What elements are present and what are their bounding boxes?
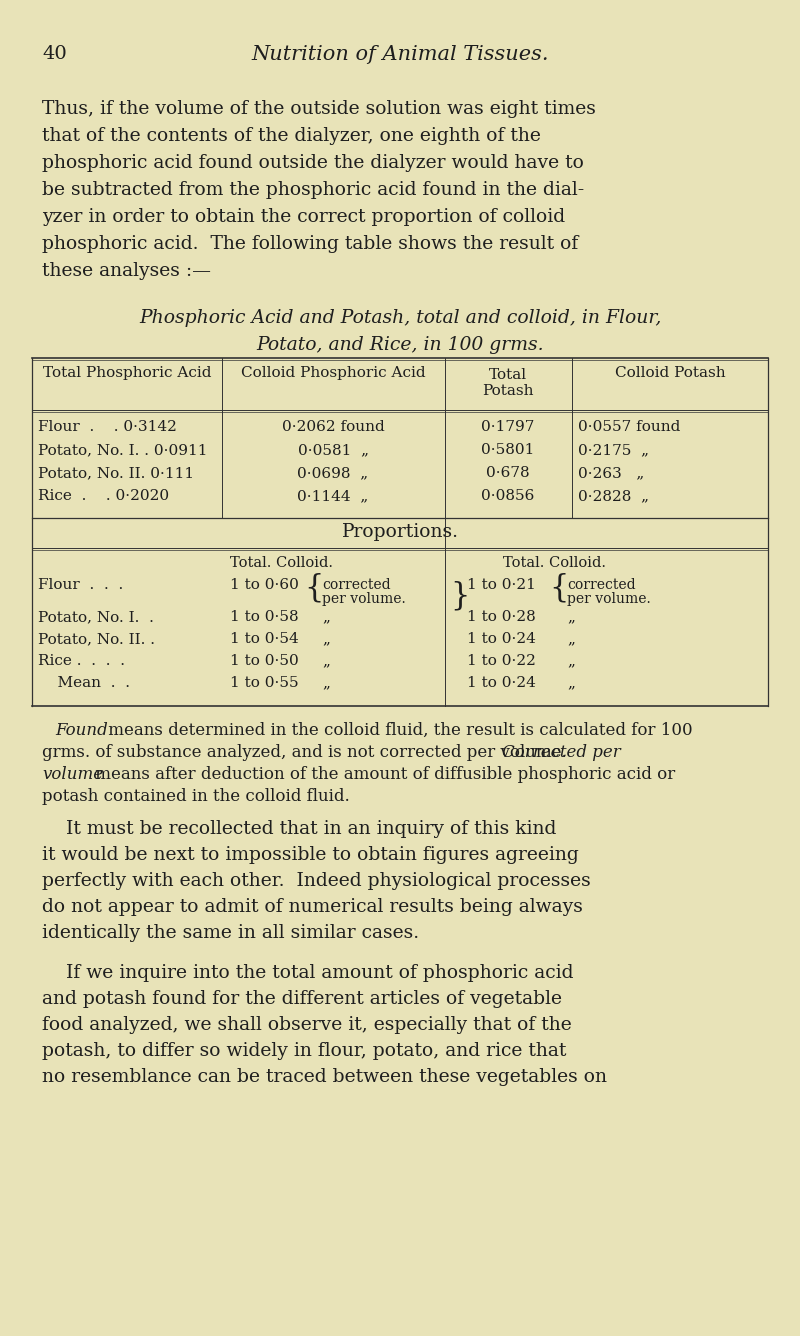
Text: 40: 40 — [42, 45, 66, 63]
Text: „: „ — [567, 676, 575, 689]
Text: 0·2175  „: 0·2175 „ — [578, 444, 649, 457]
Text: Thus, if the volume of the outside solution was eight times: Thus, if the volume of the outside solut… — [42, 100, 596, 118]
Text: 1 to 0·24: 1 to 0·24 — [467, 632, 536, 647]
Text: and potash found for the different articles of vegetable: and potash found for the different artic… — [42, 990, 562, 1007]
Text: it would be next to impossible to obtain figures agreeing: it would be next to impossible to obtain… — [42, 846, 578, 864]
Text: 0·0698  „: 0·0698 „ — [298, 466, 369, 480]
Text: Nutrition of Animal Tissues.: Nutrition of Animal Tissues. — [251, 45, 549, 64]
Text: 1 to 0·55: 1 to 0·55 — [230, 676, 298, 689]
Text: Rice  .    . 0·2020: Rice . . 0·2020 — [38, 489, 169, 502]
Text: 0·2828  „: 0·2828 „ — [578, 489, 649, 502]
Text: Total Phosphoric Acid: Total Phosphoric Acid — [42, 366, 211, 379]
Text: Proportions.: Proportions. — [342, 522, 458, 541]
Text: 0·5801: 0·5801 — [482, 444, 534, 457]
Text: Colloid Phosphoric Acid: Colloid Phosphoric Acid — [241, 366, 426, 379]
Text: 1 to 0·28: 1 to 0·28 — [467, 611, 536, 624]
Text: „: „ — [322, 676, 330, 689]
Text: It must be recollected that in an inquiry of this kind: It must be recollected that in an inquir… — [42, 820, 556, 838]
Text: yzer in order to obtain the correct proportion of colloid: yzer in order to obtain the correct prop… — [42, 208, 565, 226]
Text: „: „ — [322, 655, 330, 668]
Text: 0·0856: 0·0856 — [482, 489, 534, 502]
Text: Flour  .  .  .: Flour . . . — [38, 578, 123, 592]
Text: Mean  .  .: Mean . . — [38, 676, 130, 689]
Text: corrected: corrected — [567, 578, 636, 592]
Text: Found: Found — [55, 721, 108, 739]
Text: Colloid Potash: Colloid Potash — [614, 366, 726, 379]
Text: volume: volume — [42, 766, 103, 783]
Text: 0·0557 found: 0·0557 found — [578, 420, 680, 434]
Text: food analyzed, we shall observe it, especially that of the: food analyzed, we shall observe it, espe… — [42, 1015, 572, 1034]
Text: Total. Colloid.: Total. Colloid. — [503, 556, 606, 570]
Text: 1 to 0·58: 1 to 0·58 — [230, 611, 298, 624]
Text: If we inquire into the total amount of phosphoric acid: If we inquire into the total amount of p… — [42, 965, 574, 982]
Text: }: } — [450, 580, 470, 611]
Text: that of the contents of the dialyzer, one eighth of the: that of the contents of the dialyzer, on… — [42, 127, 541, 146]
Text: „: „ — [567, 611, 575, 624]
Text: 1 to 0·60: 1 to 0·60 — [230, 578, 299, 592]
Text: do not appear to admit of numerical results being always: do not appear to admit of numerical resu… — [42, 898, 583, 916]
Text: 1 to 0·50: 1 to 0·50 — [230, 655, 298, 668]
Text: these analyses :—: these analyses :— — [42, 262, 211, 281]
Text: „: „ — [567, 655, 575, 668]
Text: 0·1797: 0·1797 — [482, 420, 534, 434]
Text: Potato, No. II. .: Potato, No. II. . — [38, 632, 155, 647]
Text: identically the same in all similar cases.: identically the same in all similar case… — [42, 925, 419, 942]
Text: „: „ — [322, 611, 330, 624]
Text: 0·2062 found: 0·2062 found — [282, 420, 384, 434]
Text: Rice .  .  .  .: Rice . . . . — [38, 655, 125, 668]
Text: {: { — [304, 572, 323, 603]
Text: means determined in the colloid fluid, the result is calculated for 100: means determined in the colloid fluid, t… — [103, 721, 693, 739]
Text: 1 to 0·54: 1 to 0·54 — [230, 632, 298, 647]
Text: phosphoric acid.  The following table shows the result of: phosphoric acid. The following table sho… — [42, 235, 578, 253]
Text: Flour  .    . 0·3142: Flour . . 0·3142 — [38, 420, 177, 434]
Text: {: { — [549, 572, 568, 603]
Text: 1 to 0·24: 1 to 0·24 — [467, 676, 536, 689]
Text: per volume.: per volume. — [322, 592, 406, 607]
Text: no resemblance can be traced between these vegetables on: no resemblance can be traced between the… — [42, 1067, 607, 1086]
Text: „: „ — [322, 632, 330, 647]
Text: „: „ — [567, 632, 575, 647]
Text: perfectly with each other.  Indeed physiological processes: perfectly with each other. Indeed physio… — [42, 872, 590, 890]
Text: be subtracted from the phosphoric acid found in the dial-: be subtracted from the phosphoric acid f… — [42, 180, 584, 199]
Text: 0·1144  „: 0·1144 „ — [298, 489, 369, 502]
Text: Phosphoric Acid and Potash, total and colloid, in Flour,: Phosphoric Acid and Potash, total and co… — [139, 309, 661, 327]
Text: Total
Potash: Total Potash — [482, 367, 534, 398]
Text: Potato, No. I. . 0·0911: Potato, No. I. . 0·0911 — [38, 444, 207, 457]
Text: grms. of substance analyzed, and is not corrected per volume.: grms. of substance analyzed, and is not … — [42, 744, 578, 762]
Text: potash contained in the colloid fluid.: potash contained in the colloid fluid. — [42, 788, 350, 806]
Text: 0·678: 0·678 — [486, 466, 530, 480]
Text: means after deduction of the amount of diffusible phosphoric acid or: means after deduction of the amount of d… — [90, 766, 675, 783]
Text: Potato, and Rice, in 100 grms.: Potato, and Rice, in 100 grms. — [256, 335, 544, 354]
Text: 0·0581  „: 0·0581 „ — [298, 444, 369, 457]
Text: 1 to 0·21: 1 to 0·21 — [467, 578, 536, 592]
Text: Potato, No. I.  .: Potato, No. I. . — [38, 611, 154, 624]
Text: potash, to differ so widely in flour, potato, and rice that: potash, to differ so widely in flour, po… — [42, 1042, 566, 1059]
Text: 1 to 0·22: 1 to 0·22 — [467, 655, 536, 668]
Text: Total. Colloid.: Total. Colloid. — [230, 556, 333, 570]
Text: Corrected per: Corrected per — [502, 744, 621, 762]
Text: Potato, No. II. 0·111: Potato, No. II. 0·111 — [38, 466, 194, 480]
Text: phosphoric acid found outside the dialyzer would have to: phosphoric acid found outside the dialyz… — [42, 154, 584, 172]
Text: 0·263   „: 0·263 „ — [578, 466, 644, 480]
Text: corrected: corrected — [322, 578, 390, 592]
Text: per volume.: per volume. — [567, 592, 650, 607]
